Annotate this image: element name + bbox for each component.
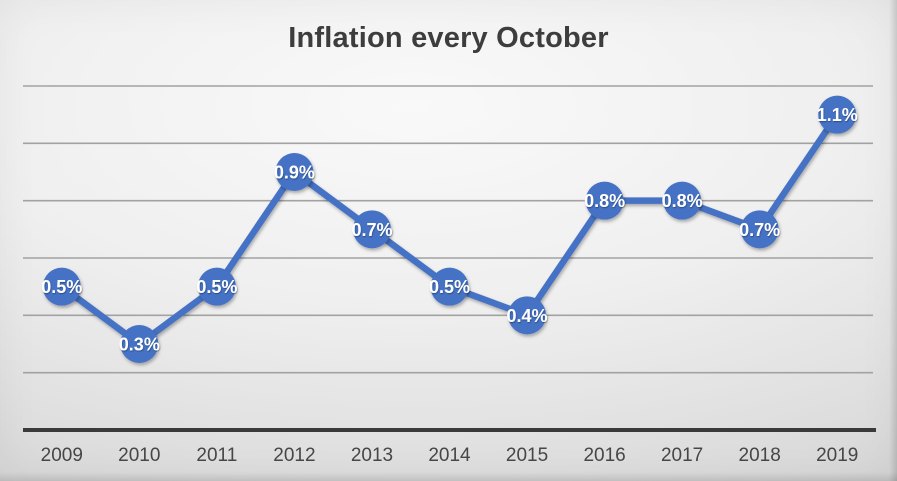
data-label-2011: 0.5%	[196, 277, 237, 297]
x-axis-label-2009: 2009	[41, 445, 83, 466]
data-label-2018: 0.7%	[739, 220, 780, 240]
data-label-2014: 0.5%	[429, 277, 470, 297]
x-axis-label-2013: 2013	[351, 445, 393, 466]
gridlines	[23, 85, 873, 374]
x-axis-label-2018: 2018	[739, 445, 781, 466]
data-label-2017: 0.8%	[662, 191, 703, 211]
data-label-2012: 0.9%	[274, 163, 315, 183]
x-axis-label-2011: 2011	[196, 445, 237, 466]
data-point-marker-2017[interactable]	[663, 181, 702, 220]
data-label-2016: 0.8%	[584, 191, 625, 211]
data-label-2010: 0.3%	[119, 335, 160, 355]
data-labels: 0.5% 0.3% 0.5% 0.9% 0.7% 0.5% 0.4% 0.8% 0.8% 0.7%…	[41, 105, 857, 354]
x-axis-label-2016: 2016	[583, 445, 625, 466]
x-axis-label-2010: 2010	[118, 445, 160, 466]
data-label-2019: 1.1%	[817, 105, 858, 125]
x-axis-label-2015: 2015	[506, 445, 548, 466]
series-line[interactable]	[58, 111, 841, 348]
data-point-marker-2013[interactable]	[352, 210, 391, 249]
x-axis-labels: 2009 2010 2011 2012 2013 2014 2015 2016 2017 2018…	[41, 445, 859, 466]
data-point-marker-2016[interactable]	[585, 181, 624, 220]
data-label-2013: 0.7%	[351, 220, 392, 240]
data-series[interactable]	[42, 95, 857, 363]
x-axis-label-2012: 2012	[273, 445, 315, 466]
data-point-marker-2010[interactable]	[120, 325, 159, 363]
x-axis-label-2017: 2017	[661, 445, 703, 466]
data-point-marker-2011[interactable]	[197, 267, 236, 306]
chart-title: Inflation every October	[288, 22, 609, 54]
data-point-marker-2018[interactable]	[740, 210, 779, 249]
data-point-marker-2012[interactable]	[275, 153, 314, 191]
data-label-2009: 0.5%	[41, 277, 82, 297]
data-point-marker-2009[interactable]	[42, 267, 81, 306]
x-axis-label-2019: 2019	[816, 445, 858, 466]
data-label-2015: 0.4%	[507, 306, 548, 326]
x-axis-label-2014: 2014	[428, 445, 471, 466]
data-point-marker-2019[interactable]	[818, 95, 857, 134]
data-point-marker-2015[interactable]	[508, 296, 547, 335]
data-point-marker-2014[interactable]	[430, 267, 469, 306]
